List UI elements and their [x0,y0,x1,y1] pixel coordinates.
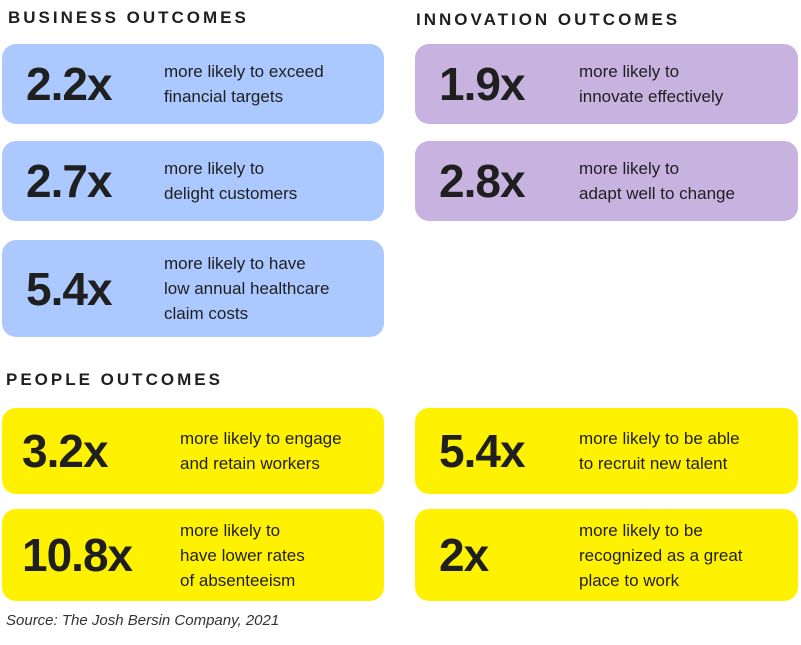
people-card-engage: 3.2x more likely to engage and retain wo… [2,408,384,494]
stat-description-line: more likely to have [164,254,306,273]
stat-description-line: of absenteeism [180,570,296,590]
innovation-card-innovate: 1.9x more likely to innovate effectively [415,44,798,124]
source-note: Source: The Josh Bersin Company, 2021 [6,612,280,629]
stat-description: more likely to exceed financial targets [164,44,376,124]
stat-description-line: claim costs [164,304,249,323]
stat-description: more likely to be recognized as a great … [579,509,790,601]
stat-description: more likely to delight customers [164,141,376,221]
stat-value: 2.8x [439,155,526,207]
stat-description-line: more likely to be [579,520,703,540]
people-section-title: PEOPLE OUTCOMES [6,370,223,389]
stat-description-line: more likely to engage [180,429,342,448]
stat-description-line: more likely to exceed [164,62,324,81]
business-card-financial: 2.2x more likely to exceed financial tar… [2,44,384,124]
innovation-card-adapt: 2.8x more likely to adapt well to change [415,141,798,221]
stat-value: 2.7x [26,155,113,207]
stat-description-line: innovate effectively [579,87,724,106]
stat-value: 5.4x [26,262,113,315]
stat-description-line: more likely to be able [579,429,740,448]
stat-description: more likely to innovate effectively [579,44,790,124]
people-card-absenteeism: 10.8x more likely to have lower rates of… [2,509,384,601]
stat-description-line: more likely to [579,62,680,81]
stat-description: more likely to adapt well to change [579,141,790,221]
stat-description-line: low annual healthcare [164,279,330,298]
stat-description-line: have lower rates [180,545,305,565]
stat-description-line: more likely to [180,520,281,540]
stat-description-line: financial targets [164,87,284,106]
stat-description-line: adapt well to change [579,184,735,203]
stat-description-line: place to work [579,570,680,590]
people-card-recruit: 5.4x more likely to be able to recruit n… [415,408,798,494]
stat-value: 2.2x [26,58,113,110]
stat-description: more likely to have lower rates of absen… [180,509,376,601]
stat-description: more likely to engage and retain workers [180,408,376,494]
business-section-title: BUSINESS OUTCOMES [8,8,249,27]
stat-value: 1.9x [439,58,526,110]
people-card-recognized: 2x more likely to be recognized as a gre… [415,509,798,601]
stat-value: 10.8x [22,529,133,581]
business-card-healthcare: 5.4x more likely to have low annual heal… [2,240,384,337]
stat-description-line: more likely to [164,159,265,178]
stat-value: 3.2x [22,425,109,477]
stat-value: 2x [439,529,489,581]
stat-value: 5.4x [439,425,526,477]
stat-description-line: to recruit new talent [579,454,728,473]
stat-description-line: and retain workers [180,454,320,473]
stat-description-line: delight customers [164,184,298,203]
stat-description: more likely to have low annual healthcar… [164,240,376,337]
innovation-section-title: INNOVATION OUTCOMES [416,10,681,29]
stat-description-line: more likely to [579,159,680,178]
stat-description-line: recognized as a great [579,545,743,565]
business-card-customers: 2.7x more likely to delight customers [2,141,384,221]
stat-description: more likely to be able to recruit new ta… [579,408,790,494]
